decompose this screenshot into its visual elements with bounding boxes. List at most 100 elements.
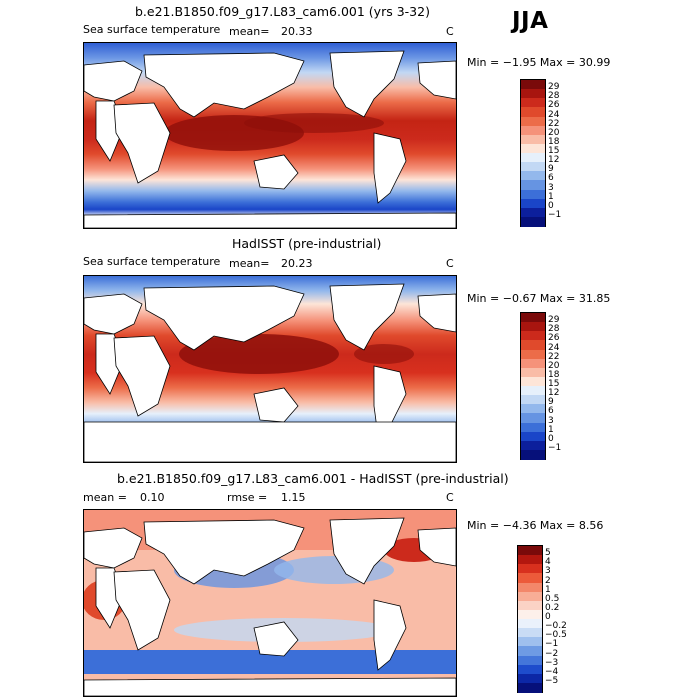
panel-2-colorbar [520, 312, 546, 460]
colorbar-tick-label: 12 [548, 155, 560, 166]
colorbar-tick-label: 18 [548, 136, 560, 147]
panel-1-mean-value: 20.33 [281, 25, 313, 38]
colorbar-tick-label: 18 [548, 369, 560, 380]
colorbar-swatch [518, 673, 542, 684]
colorbar-swatch [521, 89, 545, 99]
panel-2-min-max: Min = −0.67 Max = 31.85 [467, 292, 611, 305]
colorbar-swatch [521, 431, 545, 442]
colorbar-tick-label: 28 [548, 324, 560, 335]
colorbar-swatch [518, 628, 542, 638]
colorbar-tick-label: 26 [548, 100, 560, 111]
panel-1-variable: Sea surface temperature [83, 23, 221, 36]
colorbar-swatch [521, 349, 545, 360]
colorbar-tick-label: 4 [545, 557, 551, 568]
panel-1-min-max: Min = −1.95 Max = 30.99 [467, 56, 611, 69]
season-label: JJA [512, 8, 549, 34]
colorbar-swatch [518, 664, 542, 675]
panel-3-min-max: Min = −4.36 Max = 8.56 [467, 519, 604, 532]
colorbar-swatch [521, 367, 545, 378]
colorbar-tick-label: 22 [548, 351, 560, 362]
colorbar-swatch [518, 655, 542, 666]
panel-1-map [83, 42, 457, 229]
colorbar-tick-label: 29 [548, 82, 560, 93]
colorbar-swatch [521, 116, 545, 127]
colorbar-tick-label: 1 [545, 584, 551, 595]
colorbar-tick-label: 3 [548, 182, 554, 193]
colorbar-tick-label: 12 [548, 388, 560, 399]
colorbar-swatch [518, 555, 542, 565]
colorbar-swatch [518, 682, 542, 693]
colorbar-swatch [521, 440, 545, 451]
colorbar-swatch [521, 107, 545, 117]
colorbar-swatch [518, 582, 542, 593]
colorbar-tick-label: 5 [545, 548, 551, 559]
colorbar-tick-label: 2 [545, 575, 551, 586]
panel-2-mean-label: mean= [229, 257, 270, 270]
panel-3-title: b.e21.B1850.f09_g17.L83_cam6.001 - HadIS… [117, 471, 509, 486]
colorbar-tick-label: 15 [548, 379, 560, 389]
colorbar-swatch [521, 358, 545, 369]
colorbar-swatch [521, 162, 545, 172]
colorbar-swatch [521, 198, 545, 209]
colorbar-swatch [518, 609, 542, 620]
colorbar-swatch [521, 331, 545, 341]
colorbar-tick-label: 24 [548, 342, 560, 353]
colorbar-swatch [521, 207, 545, 218]
colorbar-tick-label: −1 [548, 209, 562, 220]
colorbar-tick-label: 3 [545, 566, 551, 577]
colorbar-tick-label: −1 [545, 639, 559, 650]
colorbar-swatch [518, 546, 542, 556]
colorbar-tick-label: 0.5 [545, 593, 560, 604]
panel-1-units: C [446, 25, 454, 38]
colorbar-swatch [521, 80, 545, 90]
colorbar-swatch [521, 322, 545, 332]
panel-2-map [83, 275, 457, 463]
colorbar-tick-label: 9 [548, 397, 554, 408]
colorbar-tick-label: 24 [548, 109, 560, 120]
colorbar-tick-label: −0.2 [545, 621, 567, 632]
colorbar-swatch [521, 449, 545, 460]
colorbar-tick-label: 15 [548, 146, 560, 156]
colorbar-tick-label: −4 [545, 666, 559, 677]
colorbar-swatch [521, 313, 545, 323]
colorbar-swatch [521, 134, 545, 145]
colorbar-tick-label: −0.5 [545, 630, 567, 641]
colorbar-swatch [518, 564, 542, 574]
panel-3-colorbar [517, 545, 543, 693]
panel-3-rmse-label: rmse = [227, 491, 268, 504]
colorbar-tick-label: 0 [548, 200, 554, 211]
colorbar-tick-label: 1 [548, 191, 554, 202]
colorbar-swatch [521, 413, 545, 423]
colorbar-swatch [521, 422, 545, 433]
colorbar-tick-label: 6 [548, 173, 554, 184]
colorbar-tick-label: 1 [548, 424, 554, 435]
colorbar-swatch [521, 216, 545, 227]
colorbar-swatch [521, 404, 545, 414]
colorbar-tick-label: 20 [548, 360, 560, 371]
colorbar-swatch [521, 395, 545, 405]
panel-2-title: HadISST (pre-industrial) [232, 236, 382, 251]
colorbar-tick-label: 20 [548, 127, 560, 138]
colorbar-tick-label: −3 [545, 657, 559, 668]
colorbar-tick-label: 26 [548, 333, 560, 344]
colorbar-swatch [521, 125, 545, 136]
colorbar-tick-label: 22 [548, 118, 560, 129]
colorbar-swatch [518, 600, 542, 611]
colorbar-swatch [521, 143, 545, 154]
colorbar-swatch [521, 386, 545, 396]
panel-3-map [83, 509, 457, 697]
colorbar-tick-label: 9 [548, 164, 554, 175]
colorbar-swatch [518, 619, 542, 629]
colorbar-swatch [518, 591, 542, 602]
colorbar-swatch [521, 189, 545, 200]
colorbar-swatch [521, 98, 545, 108]
panel-3-units: C [446, 491, 454, 504]
panel-3-mean-value: 0.10 [140, 491, 165, 504]
colorbar-swatch [521, 171, 545, 181]
colorbar-swatch [518, 646, 542, 656]
colorbar-tick-label: 28 [548, 91, 560, 102]
colorbar-tick-label: 0.2 [545, 602, 560, 613]
panel-2-mean-value: 20.23 [281, 257, 313, 270]
colorbar-tick-label: 0 [545, 612, 551, 622]
